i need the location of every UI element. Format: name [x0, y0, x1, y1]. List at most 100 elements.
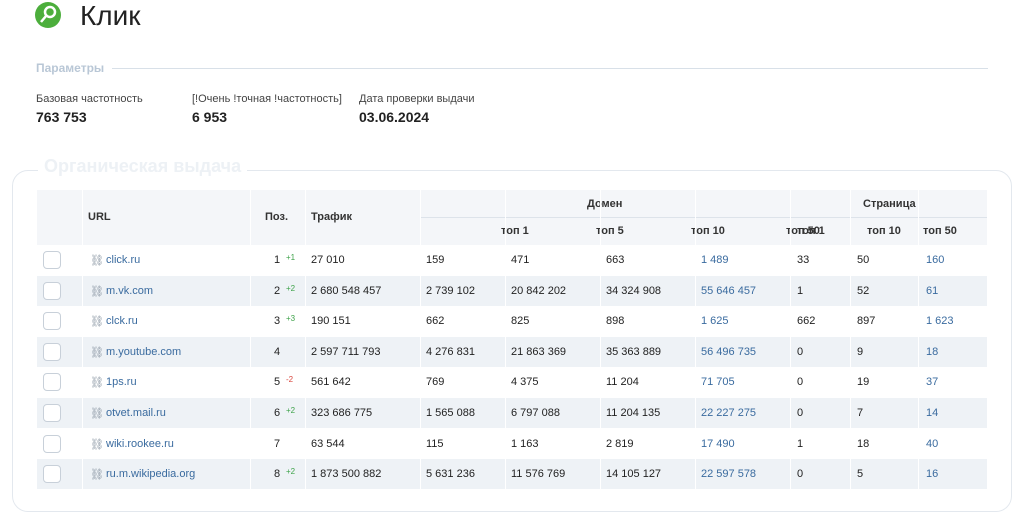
- position: 1: [274, 254, 281, 266]
- page-title: Клик: [80, 0, 141, 31]
- page-value: 160: [926, 254, 945, 266]
- domain-value: 6 797 088: [511, 407, 560, 419]
- checkbox[interactable]: [43, 281, 61, 300]
- domain-value: 11 204: [606, 376, 639, 389]
- page-value: 52: [857, 284, 870, 297]
- domain-value: 34 324 908: [606, 284, 662, 297]
- url-link[interactable]: click.ru: [106, 254, 141, 266]
- page-value: 0: [797, 376, 804, 389]
- url-link[interactable]: clck.ru: [106, 315, 138, 328]
- table-row: ⛓ wiki.rookee.ru 7 63 544 115 1 163 2 819 17 49…: [37, 429, 987, 460]
- domain-value: 1 565 088: [426, 407, 475, 419]
- link-icon: ⛓: [90, 469, 104, 482]
- domain-value: 21 863 369: [511, 345, 567, 358]
- url-link[interactable]: wiki.rookee.ru: [106, 437, 174, 450]
- table-row: ⛓ click.ru 1 +1 27 010 159 471 663 1 489 33 50 160: [37, 245, 987, 276]
- header-col: топ 50: [786, 225, 820, 237]
- column-divider: [850, 190, 851, 496]
- domain-value: 14 105 127: [606, 468, 662, 481]
- divider: [112, 68, 988, 69]
- url-link[interactable]: m.vk.com: [106, 284, 154, 297]
- column-divider: [918, 190, 919, 496]
- page-value: 16: [926, 468, 939, 481]
- link-icon: ⛓: [90, 285, 104, 298]
- domain-value: 4 375: [511, 376, 539, 389]
- table-row: ⛓ m.vk.com 2 +2 2 680 548 457 2 739 102 20 842…: [37, 275, 987, 307]
- domain-value: 825: [511, 315, 530, 328]
- checkbox[interactable]: [43, 312, 61, 331]
- url-link[interactable]: otvet.mail.ru: [106, 407, 166, 419]
- header-pos: Поз.: [265, 211, 289, 223]
- domain-value: 11 576 769: [511, 468, 566, 481]
- header-traffic: Трафик: [311, 211, 353, 223]
- param-value: 03.06.2024: [359, 109, 430, 125]
- checkbox[interactable]: [43, 342, 61, 361]
- page-value: 7: [857, 407, 864, 419]
- url-link[interactable]: ru.m.wikipedia.org: [106, 468, 196, 481]
- column-divider: [305, 190, 306, 496]
- domain-value: 2 819: [606, 437, 634, 450]
- domain-value: 56 496 735: [701, 345, 757, 358]
- checkbox[interactable]: [43, 434, 61, 453]
- page-value: 1: [797, 437, 804, 450]
- page-value: 5: [857, 468, 864, 481]
- logo-icon: [35, 2, 61, 28]
- checkbox[interactable]: [43, 404, 61, 422]
- traffic: 2 680 548 457: [311, 284, 382, 297]
- param-label: [!Очень !точная !частотность]: [192, 93, 342, 105]
- column-divider: [250, 190, 251, 496]
- domain-value: 11 204 135: [606, 407, 661, 419]
- page-value: 18: [857, 437, 870, 450]
- page-value: 40: [926, 437, 939, 450]
- checkbox[interactable]: [43, 251, 61, 269]
- page-value: 14: [926, 407, 939, 419]
- link-icon: ⛓: [90, 377, 104, 390]
- table-row: ⛓ m.youtube.com 4 2 597 711 793 4 276 831 21 …: [37, 336, 987, 368]
- header-col: топ 50: [923, 225, 957, 237]
- table: URL Поз. Трафик Домен Страница топ 1 топ 5 топ …: [37, 190, 987, 496]
- page-value: 61: [926, 284, 939, 297]
- traffic: 2 597 711 793: [311, 345, 381, 358]
- position-delta: -2: [286, 375, 294, 385]
- domain-value: 1 163: [511, 437, 539, 450]
- table-row: ⛓ clck.ru 3 +3 190 151 662 825 898 1 625 662 897 1 …: [37, 306, 987, 338]
- panel-title: Органическая выдача: [38, 156, 248, 177]
- domain-value: 71 705: [701, 376, 735, 389]
- checkbox[interactable]: [43, 465, 61, 484]
- position: 3: [274, 315, 281, 328]
- traffic: 561 642: [311, 376, 351, 389]
- traffic: 323 686 775: [311, 407, 373, 419]
- position: 4: [274, 345, 281, 358]
- domain-value: 4 276 831: [426, 345, 475, 358]
- table-row: ⛓ 1ps.ru 5 -2 561 642 769 4 375 11 204 71 705 0 19…: [37, 367, 987, 399]
- header-url: URL: [88, 211, 111, 223]
- domain-value: 471: [511, 254, 530, 266]
- traffic: 1 873 500 882: [311, 468, 382, 481]
- page-value: 9: [857, 345, 864, 358]
- position: 8: [274, 468, 281, 481]
- header-col: топ 1: [797, 225, 825, 237]
- domain-value: 20 842 202: [511, 284, 567, 297]
- table-row: ⛓ ru.m.wikipedia.org 8 +2 1 873 500 882 5 631…: [37, 459, 987, 491]
- page-value: 37: [926, 376, 939, 389]
- table-row: ⛓ otvet.mail.ru 6 +2 323 686 775 1 565 088 6 7…: [37, 398, 987, 429]
- checkbox[interactable]: [43, 373, 61, 392]
- traffic: 63 544: [311, 437, 345, 450]
- link-icon: ⛓: [90, 408, 104, 420]
- url-link[interactable]: m.youtube.com: [106, 345, 182, 358]
- header-page: Страница: [863, 198, 916, 210]
- page: Клик Параметры Базовая частотность 763 75…: [12, 0, 1012, 512]
- domain-value: 159: [426, 254, 445, 266]
- domain-value: 769: [426, 376, 445, 389]
- domain-value: 22 597 578: [701, 468, 757, 481]
- header-domain: Домен: [587, 198, 623, 210]
- traffic: 190 151: [311, 315, 351, 328]
- link-icon: ⛓: [90, 255, 104, 267]
- header-col: топ 10: [691, 225, 725, 237]
- page-value: 0: [797, 345, 804, 358]
- position-delta: +2: [286, 467, 296, 477]
- link-icon: ⛓: [90, 438, 104, 451]
- url-link[interactable]: 1ps.ru: [106, 376, 137, 389]
- domain-value: 898: [606, 315, 625, 328]
- column-divider: [695, 190, 696, 496]
